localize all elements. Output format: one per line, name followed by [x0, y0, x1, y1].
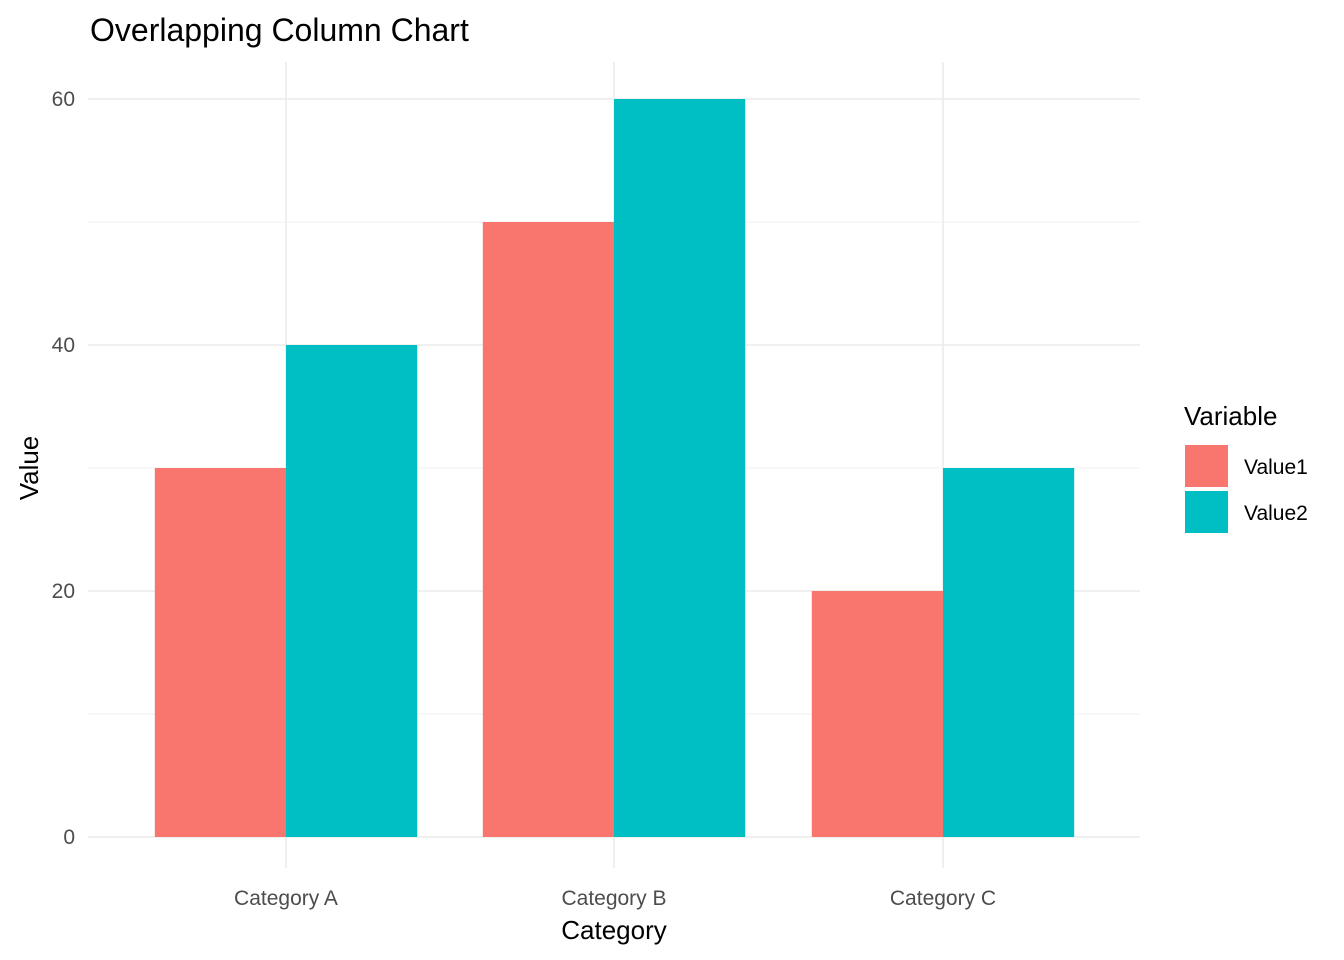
- bar-value2-category-a: [286, 345, 418, 837]
- y-tick-label-0: 0: [63, 826, 75, 849]
- legend: Variable Value1 Value2: [1184, 401, 1308, 533]
- y-axis-title: Value: [14, 436, 44, 501]
- y-tick-label-1: 20: [52, 580, 75, 603]
- legend-label-value1: Value1: [1244, 456, 1308, 479]
- bar-value1-category-c: [811, 591, 943, 837]
- bar-value1-category-b: [482, 222, 614, 837]
- x-tick-label-0: Category A: [234, 887, 338, 910]
- bar-value1-category-a: [154, 468, 286, 837]
- legend-label-value2: Value2: [1244, 502, 1308, 525]
- bar-value2-category-c: [943, 468, 1075, 837]
- x-axis-ticks: Category A Category B Category C: [234, 887, 996, 910]
- legend-title: Variable: [1184, 401, 1277, 431]
- chart-title: Overlapping Column Chart: [90, 12, 469, 48]
- y-axis-ticks: 0 20 40 60: [52, 88, 75, 849]
- y-tick-label-3: 60: [52, 88, 75, 111]
- x-tick-label-1: Category B: [561, 887, 666, 910]
- x-tick-label-2: Category C: [890, 887, 996, 910]
- legend-key-value1: [1185, 445, 1228, 487]
- x-axis-title: Category: [561, 915, 667, 945]
- bar-value2-category-b: [614, 99, 746, 837]
- legend-key-value2: [1185, 491, 1228, 533]
- bars: [154, 99, 1075, 837]
- y-tick-label-2: 40: [52, 334, 75, 357]
